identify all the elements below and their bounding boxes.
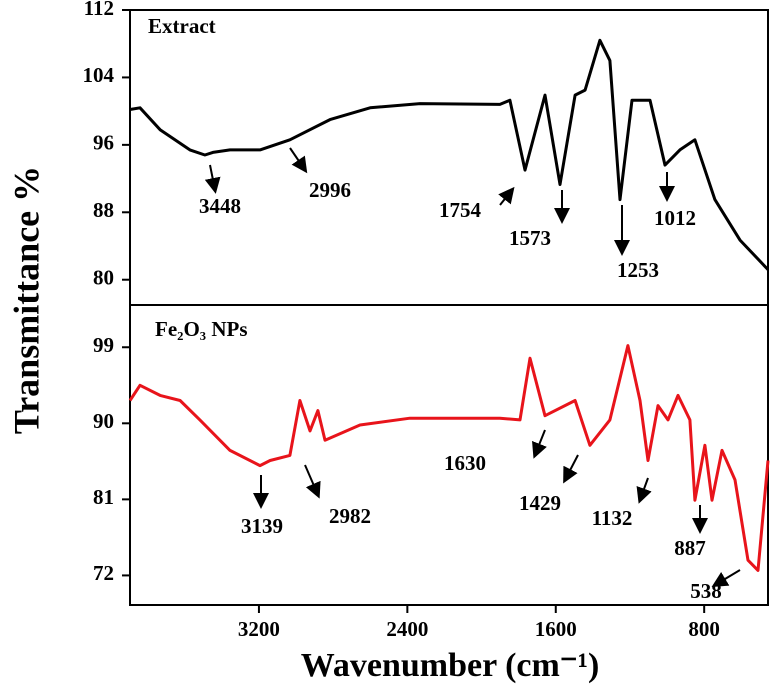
spectrum-line xyxy=(129,38,770,271)
y-tick-label: 96 xyxy=(93,131,114,155)
y-tick-label: 80 xyxy=(93,266,114,290)
y-tick-label: 104 xyxy=(83,63,115,87)
annotation-arrow xyxy=(636,477,652,504)
y-tick-label: 112 xyxy=(84,0,114,20)
annotation-label: 1573 xyxy=(509,226,551,250)
annotation-arrow xyxy=(304,464,321,499)
annotation-label: 1253 xyxy=(617,258,659,282)
y-tick-label: 88 xyxy=(93,198,114,222)
panel-title: Fe₂O₃ NPs xyxy=(155,317,248,341)
y-tick-label: 99 xyxy=(93,333,114,357)
annotation-arrow xyxy=(498,186,515,206)
annotation-label: 887 xyxy=(674,536,706,560)
panel-title: Extract xyxy=(148,14,216,38)
annotation-label: 1132 xyxy=(592,506,633,530)
y-tick-label: 72 xyxy=(93,561,114,585)
y-axis-label: Transmittance % xyxy=(6,166,46,434)
annotation-label: 1630 xyxy=(444,451,486,475)
annotation-label: 3448 xyxy=(199,194,241,218)
plot-frame xyxy=(129,9,769,606)
annotation-arrow xyxy=(711,569,741,588)
annotation-label: 1754 xyxy=(439,198,482,222)
spectrum-line xyxy=(128,344,770,572)
annotation-arrow xyxy=(532,429,547,459)
annotation-label: 2996 xyxy=(309,178,351,202)
annotation-label: 1429 xyxy=(519,491,561,515)
annotation-arrow xyxy=(289,147,308,174)
annotation-label: 3139 xyxy=(241,514,283,538)
x-tick-label: 800 xyxy=(688,617,720,641)
annotation-arrow xyxy=(204,164,221,194)
x-tick-label: 2400 xyxy=(386,617,428,641)
annotation-label: 538 xyxy=(690,579,722,603)
annotation-label: 1012 xyxy=(654,206,696,230)
x-tick-label: 3200 xyxy=(238,617,280,641)
annotation-label: 2982 xyxy=(329,504,371,528)
x-tick-label: 1600 xyxy=(535,617,577,641)
x-axis-label: Wavenumber (cm⁻¹) xyxy=(301,647,600,684)
y-tick-label: 90 xyxy=(93,409,114,433)
y-tick-label: 81 xyxy=(93,485,114,509)
annotation-arrow xyxy=(563,454,579,484)
